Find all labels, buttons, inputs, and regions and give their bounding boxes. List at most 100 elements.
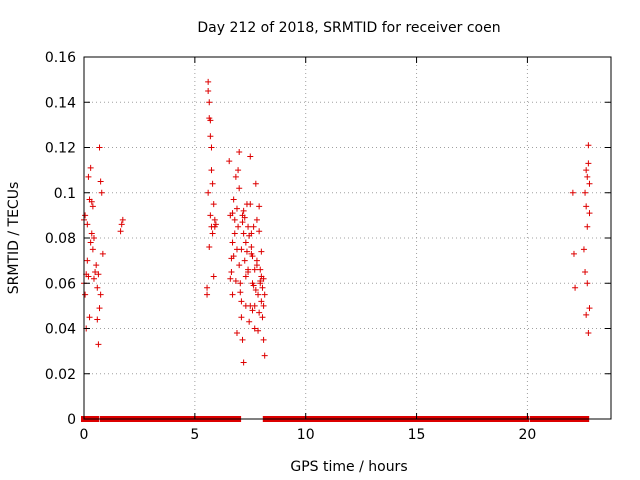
data-point	[204, 291, 211, 298]
data-point	[97, 178, 104, 185]
data-point	[227, 275, 234, 282]
data-point	[212, 221, 219, 228]
data-point	[209, 230, 216, 237]
y-tick-label: 0.06	[45, 276, 76, 292]
y-tick-label: 0	[67, 412, 76, 428]
y-tick-label: 0.12	[45, 141, 76, 157]
data-point	[586, 305, 593, 312]
data-point	[260, 336, 267, 343]
grid	[84, 57, 611, 419]
data-point	[259, 284, 266, 291]
data-point	[96, 305, 103, 312]
data-point	[231, 230, 238, 237]
data-point	[205, 78, 212, 85]
data-point	[99, 250, 106, 257]
data-point	[247, 153, 254, 160]
data-point	[261, 291, 268, 298]
data-point	[87, 164, 94, 171]
data-point	[240, 359, 247, 366]
x-tick-label: 0	[80, 427, 89, 443]
data-point	[260, 275, 267, 282]
data-point	[94, 284, 101, 291]
data-point	[233, 205, 240, 212]
x-tick-label: 5	[190, 427, 199, 443]
data-point	[245, 266, 252, 273]
data-point	[582, 268, 589, 275]
data-point	[256, 309, 263, 316]
data-point	[242, 239, 249, 246]
data-point	[253, 216, 260, 223]
data-point	[94, 316, 101, 323]
data-point	[236, 262, 243, 269]
data-point	[245, 223, 252, 230]
data-point	[251, 302, 258, 309]
data-point	[207, 133, 214, 140]
data-point	[249, 253, 256, 260]
x-tick-label: 15	[408, 427, 426, 443]
data-point	[246, 318, 253, 325]
data-point	[226, 158, 233, 165]
data-point	[88, 230, 95, 237]
data-point	[86, 314, 93, 321]
data-point	[248, 244, 255, 251]
data-point	[82, 212, 89, 219]
data-point	[232, 277, 239, 284]
data-point	[240, 207, 247, 214]
data-point	[85, 173, 92, 180]
data-point	[570, 250, 577, 257]
data-point	[250, 282, 257, 289]
data-point	[238, 314, 245, 321]
data-point	[584, 173, 591, 180]
data-point	[229, 291, 236, 298]
data-point	[239, 219, 246, 226]
data-point	[238, 298, 245, 305]
data-point	[256, 228, 263, 235]
data-point	[208, 167, 215, 174]
data-point	[118, 221, 125, 228]
data-point	[82, 291, 89, 298]
y-tick-label: 0.16	[45, 50, 76, 66]
data-point	[251, 266, 258, 273]
data-point	[585, 330, 592, 337]
data-point	[211, 216, 218, 223]
data-point	[207, 212, 214, 219]
data-point	[210, 273, 217, 280]
data-point	[207, 117, 214, 124]
data-point	[256, 203, 263, 210]
data-point	[569, 189, 576, 196]
data-point	[243, 248, 250, 255]
data-points	[81, 78, 593, 366]
data-point	[228, 268, 235, 275]
x-tick-label: 10	[297, 427, 315, 443]
data-point	[97, 291, 104, 298]
data-point	[232, 173, 239, 180]
data-point	[233, 330, 240, 337]
chart-title: Day 212 of 2018, SRMTID for receiver coe…	[197, 20, 500, 36]
y-tick-label: 0.08	[45, 231, 76, 247]
y-axis-label: SRMTID / TECUs	[6, 182, 22, 295]
data-point	[255, 327, 262, 334]
data-point	[87, 239, 94, 246]
data-point	[240, 230, 247, 237]
data-point	[252, 180, 259, 187]
data-point	[90, 235, 97, 241]
data-point	[210, 201, 217, 208]
data-point	[238, 246, 245, 253]
data-point	[247, 201, 254, 208]
data-point	[89, 203, 96, 210]
data-point	[586, 180, 593, 187]
data-point	[584, 280, 591, 287]
data-point	[260, 302, 267, 309]
data-point	[205, 189, 212, 196]
data-point	[236, 185, 243, 192]
data-point	[89, 246, 96, 253]
data-point	[206, 244, 213, 251]
data-point	[204, 284, 211, 291]
y-tick-label: 0.1	[54, 186, 76, 202]
data-point	[248, 230, 255, 237]
data-point	[257, 266, 264, 273]
data-point	[252, 287, 259, 294]
plot-frame	[83, 56, 612, 420]
data-point	[231, 216, 238, 223]
